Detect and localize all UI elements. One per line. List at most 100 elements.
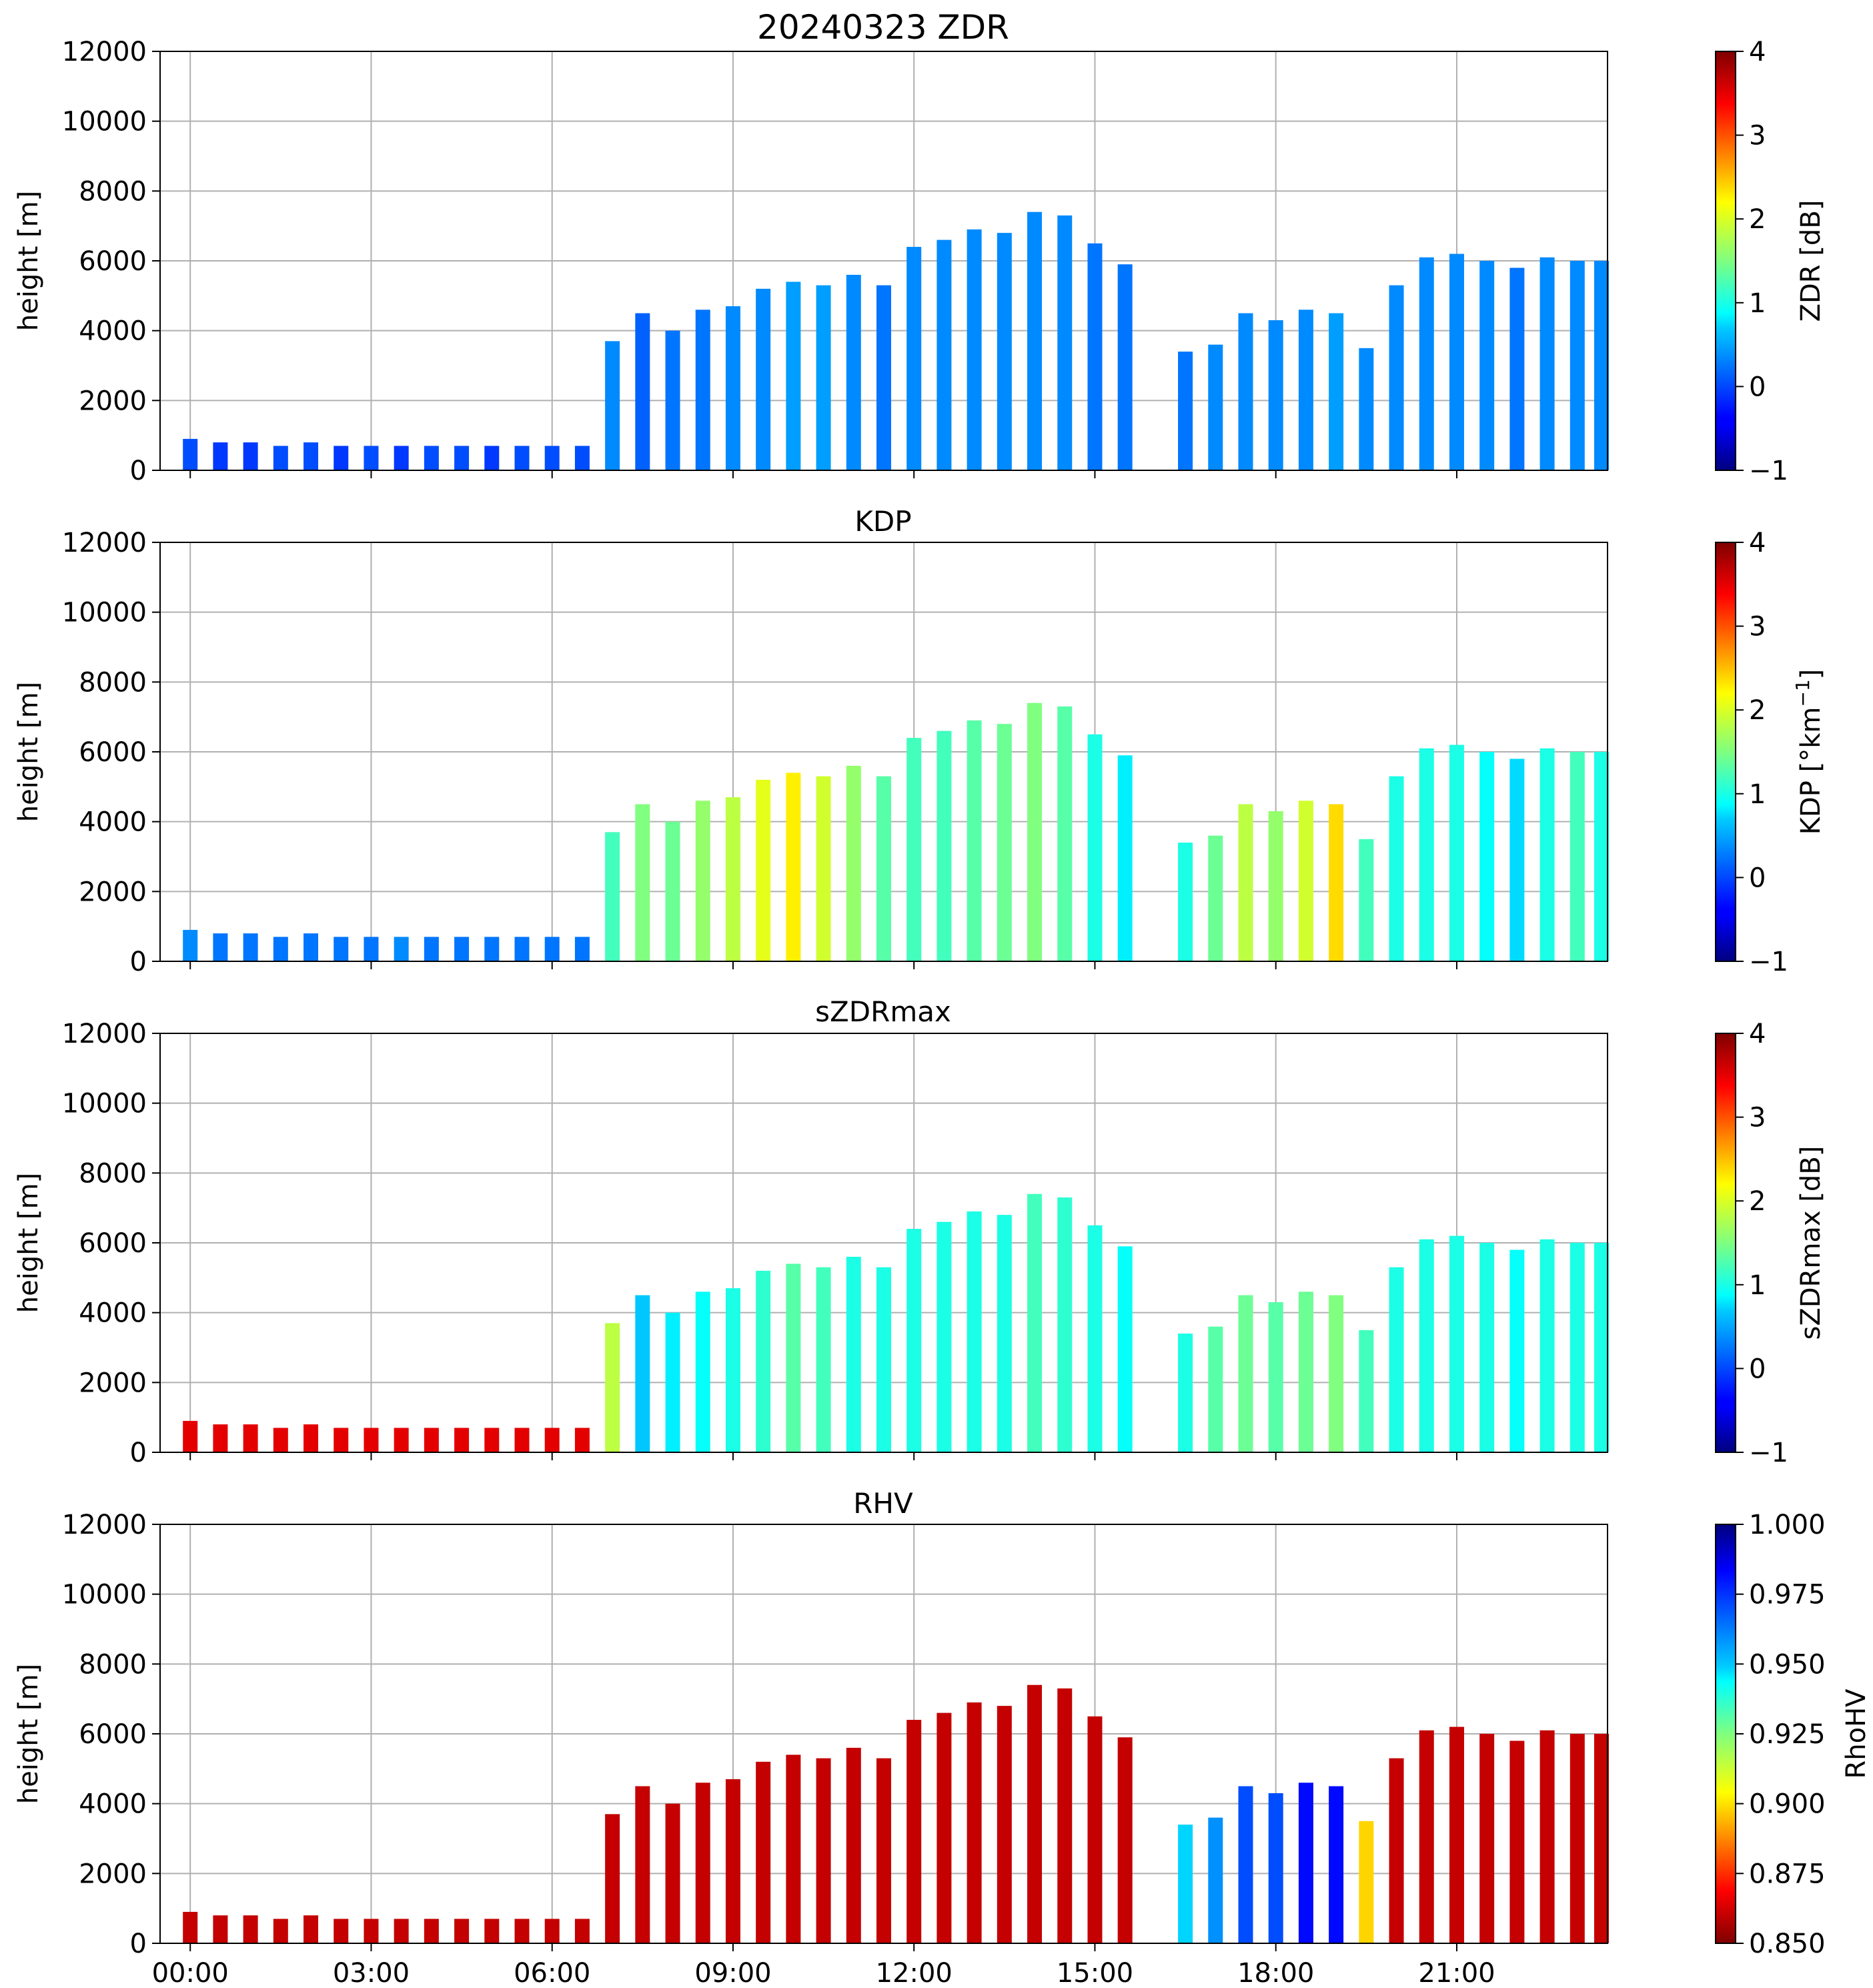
y-tick-label: 8000 bbox=[79, 176, 147, 207]
scan-column bbox=[1359, 839, 1374, 961]
scan-column bbox=[1449, 254, 1464, 470]
y-ticks: 0 2000 4000 6000 8000 10000 12000 bbox=[62, 37, 160, 486]
scan-column bbox=[936, 239, 952, 470]
scan-column bbox=[1298, 1292, 1313, 1452]
y-tick-label: 6000 bbox=[79, 1228, 147, 1259]
scan-column bbox=[1117, 755, 1133, 961]
scan-column bbox=[816, 285, 831, 470]
scan-column bbox=[665, 1312, 680, 1452]
scan-column bbox=[1238, 313, 1253, 470]
scan-column bbox=[756, 1270, 771, 1452]
scan-column bbox=[394, 937, 409, 961]
scan-column bbox=[1539, 1730, 1555, 1943]
y-tick-label: 2000 bbox=[79, 1859, 147, 1889]
scan-column bbox=[1178, 352, 1193, 470]
scan-column bbox=[364, 446, 379, 470]
y-tick-label: 8000 bbox=[79, 1158, 147, 1189]
colorbar-label-main: KDP [°km bbox=[1796, 707, 1826, 835]
scan-column bbox=[334, 446, 349, 470]
data-marks bbox=[183, 1684, 1609, 1943]
scan-column bbox=[303, 933, 319, 961]
scan-column bbox=[695, 801, 710, 961]
scan-column bbox=[936, 1712, 952, 1943]
y-tick-label: 10000 bbox=[62, 1580, 147, 1610]
colorbar-tick-label: −1 bbox=[1749, 1438, 1788, 1468]
scan-column bbox=[394, 1919, 409, 1943]
scan-column bbox=[484, 937, 500, 961]
scan-column bbox=[997, 724, 1012, 961]
colorbar-label: RhoHV bbox=[1841, 1688, 1872, 1779]
scan-column bbox=[846, 1256, 861, 1452]
y-axis-label: height [m] bbox=[13, 191, 44, 331]
scan-column bbox=[454, 446, 470, 470]
colorbar-tick-label: −1 bbox=[1749, 947, 1788, 977]
scan-column bbox=[303, 442, 319, 470]
scan-column bbox=[273, 1919, 288, 1943]
scan-column bbox=[1087, 734, 1103, 961]
x-tick-label: 12:00 bbox=[876, 1958, 953, 1988]
scan-column bbox=[605, 832, 620, 961]
data-marks bbox=[183, 211, 1609, 470]
x-tick-label: 00:00 bbox=[152, 1958, 229, 1988]
scan-column bbox=[574, 446, 590, 470]
colorbar-tick-label: 0 bbox=[1749, 372, 1766, 402]
scan-column bbox=[1570, 752, 1585, 961]
colorbar-tick-label: 0.950 bbox=[1749, 1649, 1826, 1680]
scan-column bbox=[1027, 211, 1043, 470]
scan-column bbox=[756, 1761, 771, 1943]
scan-column bbox=[1594, 1734, 1609, 1943]
scan-column bbox=[816, 776, 831, 961]
scan-column bbox=[364, 937, 379, 961]
scan-column bbox=[786, 773, 801, 961]
scan-column bbox=[1389, 776, 1404, 961]
panel-title: sZDRmax bbox=[815, 995, 951, 1028]
scan-column bbox=[303, 1915, 319, 1943]
scan-column bbox=[1419, 257, 1434, 470]
scan-column bbox=[243, 1915, 258, 1943]
scan-column bbox=[454, 937, 470, 961]
scan-column bbox=[243, 933, 258, 961]
scan-column bbox=[334, 1919, 349, 1943]
colorbar-tick-label: 2 bbox=[1749, 1186, 1766, 1217]
y-tick-label: 6000 bbox=[79, 737, 147, 768]
scan-column bbox=[484, 1919, 500, 1943]
scan-column bbox=[695, 1783, 710, 1943]
scan-column bbox=[334, 937, 349, 961]
x-tick-label: 03:00 bbox=[333, 1958, 410, 1988]
scan-column bbox=[1087, 1225, 1103, 1452]
x-tick-label: 06:00 bbox=[514, 1958, 590, 1988]
scan-column bbox=[967, 1702, 982, 1943]
panel-szdrmax: sZDRmax height [m] sZDRmax [dB] 02000400… bbox=[13, 995, 1826, 1468]
scan-column bbox=[635, 1295, 650, 1452]
scan-column bbox=[756, 288, 771, 470]
scan-column bbox=[1238, 1295, 1253, 1452]
panel-title: KDP bbox=[854, 505, 911, 538]
scan-column bbox=[906, 1720, 922, 1943]
y-tick-label: 12000 bbox=[62, 528, 147, 558]
y-tick-label: 0 bbox=[130, 456, 147, 486]
colorbar-label: KDP [°km−1] bbox=[1792, 669, 1826, 835]
scan-column bbox=[213, 1424, 228, 1452]
y-tick-label: 8000 bbox=[79, 1649, 147, 1680]
scan-column bbox=[454, 1919, 470, 1943]
x-ticks bbox=[189, 1452, 1457, 1460]
colorbar-tick-label: 3 bbox=[1749, 121, 1766, 151]
scan-column bbox=[484, 446, 500, 470]
scan-column bbox=[695, 1292, 710, 1452]
colorbar-tick-label: 1 bbox=[1749, 288, 1766, 319]
scan-column bbox=[1208, 1326, 1223, 1452]
scan-column bbox=[695, 310, 710, 470]
scan-column bbox=[1027, 1684, 1043, 1943]
colorbar-label-sup: −1 bbox=[1792, 679, 1814, 706]
scan-column bbox=[183, 1911, 198, 1943]
colorbar-tick-label: 4 bbox=[1749, 528, 1766, 558]
scan-column bbox=[1208, 835, 1223, 961]
scan-column bbox=[574, 937, 590, 961]
panel-title: 20240323 ZDR bbox=[757, 8, 1009, 47]
colorbar bbox=[1715, 542, 1736, 962]
y-tick-label: 10000 bbox=[62, 1089, 147, 1119]
scan-column bbox=[213, 933, 228, 961]
scan-column bbox=[1329, 1786, 1344, 1943]
colorbar-tick-label: 0.975 bbox=[1749, 1580, 1826, 1610]
scan-column bbox=[213, 1915, 228, 1943]
